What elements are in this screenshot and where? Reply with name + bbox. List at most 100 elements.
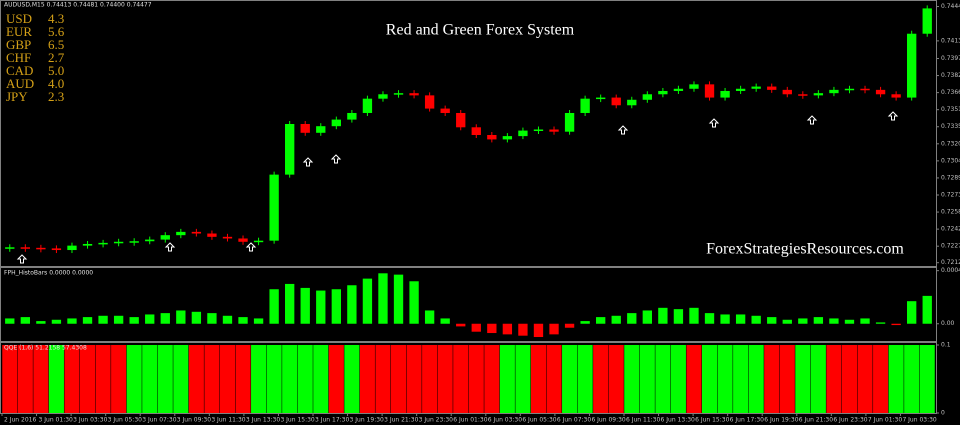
x-tick-label: 3 Jun 19:30 — [350, 417, 384, 424]
bar — [20, 317, 30, 324]
y-tick-label: 0.73045 — [941, 157, 960, 164]
bar — [188, 345, 204, 413]
watermark: ForexStrategiesResources.com — [706, 241, 904, 258]
bar — [608, 345, 624, 413]
y-tick-label: 0.73820 — [941, 72, 960, 79]
y-tick-label: 0.72890 — [941, 174, 960, 181]
indicator-label: QQE (1,6) 51.2158 57.4308 — [4, 345, 87, 352]
bar — [673, 309, 684, 324]
y-tick-label: 0.74135 — [941, 37, 960, 44]
bar — [596, 317, 606, 324]
bar — [907, 301, 917, 324]
bar — [873, 345, 889, 413]
currency-code: CAD — [6, 63, 33, 78]
y-tick-label: 0.0004 — [941, 267, 960, 274]
bar — [406, 345, 422, 413]
candle — [471, 127, 481, 135]
bar — [562, 345, 578, 413]
x-tick-label: 3 Jun 23:30 — [419, 417, 453, 424]
x-tick-label: 6 Jun 03:30 — [488, 417, 522, 424]
bar — [795, 345, 811, 413]
bar — [391, 345, 407, 413]
bar — [922, 295, 932, 324]
candle — [160, 235, 170, 240]
bar — [577, 345, 593, 413]
marks — [2, 5, 935, 413]
bar — [453, 345, 469, 413]
bar — [160, 313, 170, 324]
bar — [717, 345, 733, 413]
bar — [658, 307, 668, 324]
candle — [891, 94, 901, 98]
x-tick-label: 6 Jun 09:30 — [591, 417, 625, 424]
arrow — [887, 111, 899, 121]
panel-frames — [0, 0, 937, 414]
y-tick-label: 0.72735 — [941, 191, 960, 198]
bar — [253, 318, 264, 324]
candle — [331, 119, 341, 127]
x-tick-label: 6 Jun 01:30 — [453, 417, 487, 424]
candle — [627, 99, 637, 106]
bar — [764, 345, 780, 413]
x-tick-label: 6 Jun 13:30 — [661, 417, 695, 424]
candle — [502, 136, 513, 140]
bar — [593, 345, 609, 413]
histo-panel — [0, 267, 937, 342]
bar — [300, 287, 310, 324]
bar — [375, 345, 391, 413]
candle — [5, 247, 15, 249]
bar — [810, 345, 826, 413]
currency-strength: 4.3 — [48, 11, 64, 26]
x-tick-label: 3 Jun 07:30 — [142, 417, 176, 424]
bar — [5, 318, 15, 324]
currency-strength: 6.5 — [48, 37, 64, 52]
arrow — [245, 242, 257, 252]
currency-code: USD — [6, 11, 32, 26]
bar — [751, 315, 761, 324]
candle — [98, 242, 108, 245]
bar — [655, 345, 671, 413]
x-tick-label: 6 Jun 05:30 — [522, 417, 556, 424]
y-tick-label: 0.73355 — [941, 123, 960, 130]
candle — [518, 130, 528, 137]
signal-arrows — [16, 111, 899, 264]
candle — [860, 88, 870, 91]
bar — [487, 323, 497, 334]
bar — [17, 345, 33, 413]
currency-code: JPY — [6, 89, 28, 104]
bar — [424, 310, 435, 324]
bar — [80, 345, 96, 413]
y-tick-label: 0.72270 — [941, 243, 960, 250]
candle — [875, 89, 886, 95]
bar — [142, 345, 158, 413]
x-tick-label: 3 Jun 05:30 — [108, 417, 142, 424]
bar — [176, 310, 186, 324]
candle — [238, 238, 248, 242]
bar — [129, 317, 139, 324]
candle — [145, 239, 155, 242]
arrow — [806, 115, 818, 125]
bar — [530, 345, 546, 413]
y-tick-label: 0.72580 — [941, 209, 960, 216]
candle — [269, 174, 279, 241]
bar — [484, 345, 500, 413]
candle — [51, 248, 62, 251]
currency-code: EUR — [6, 24, 32, 39]
candle — [673, 88, 684, 91]
candle — [456, 112, 466, 128]
bar — [686, 345, 702, 413]
bar — [64, 345, 80, 413]
bar — [670, 345, 686, 413]
bar — [502, 323, 513, 335]
bar — [782, 319, 792, 324]
currency-strength: 5.0 — [48, 63, 64, 78]
currency-code: AUD — [6, 76, 34, 91]
candle — [720, 90, 730, 98]
currency-strength: 2.7 — [48, 50, 65, 65]
bar — [829, 318, 839, 324]
candle — [113, 241, 124, 244]
currency-strength: 2.3 — [48, 89, 64, 104]
bar — [891, 323, 901, 326]
bar — [642, 310, 652, 324]
